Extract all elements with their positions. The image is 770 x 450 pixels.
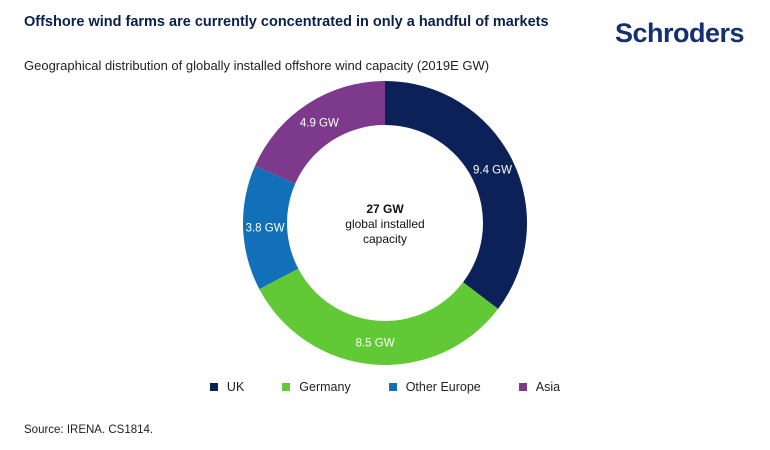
legend-swatch: [209, 383, 218, 391]
legend-swatch: [518, 383, 527, 391]
slice-asia: [254, 81, 385, 184]
slice-label-uk: 9.4 GW: [473, 165, 512, 177]
slice-label-other-europe: 3.8 GW: [246, 222, 285, 234]
legend-label: Other Europe: [405, 380, 481, 394]
legend-item-asia: Asia: [518, 380, 561, 394]
legend-swatch: [388, 383, 397, 391]
legend-swatch: [282, 383, 291, 391]
legend-label: Germany: [299, 380, 351, 394]
legend-label: UK: [226, 380, 245, 394]
slice-other-europe: [243, 165, 299, 290]
slice-germany: [259, 268, 499, 365]
chart-title: Offshore wind farms are currently concen…: [24, 14, 549, 30]
slice-uk: [385, 81, 527, 309]
legend-item-germany: Germany: [282, 380, 351, 394]
slice-labels-group: 9.4 GW 8.5 GW 3.8 GW 4.9 GW: [246, 118, 513, 350]
legend-item-other-europe: Other Europe: [388, 380, 481, 394]
chart-subtitle: Geographical distribution of globally in…: [24, 58, 490, 73]
center-line-2: capacity: [363, 232, 407, 246]
slice-label-asia: 4.9 GW: [300, 118, 339, 130]
source-note: Source: IRENA. CS1814.: [24, 424, 154, 436]
center-line-1: global installed: [345, 217, 424, 231]
slices-group: [243, 81, 527, 365]
schroders-logo: Schroders: [614, 18, 745, 48]
slice-label-germany: 8.5 GW: [356, 338, 395, 350]
legend-label: Asia: [535, 380, 561, 394]
chart-legend: UK Germany Other Europe Asia: [0, 380, 770, 394]
legend-item-uk: UK: [209, 380, 245, 394]
center-value: 27 GW: [366, 202, 404, 216]
